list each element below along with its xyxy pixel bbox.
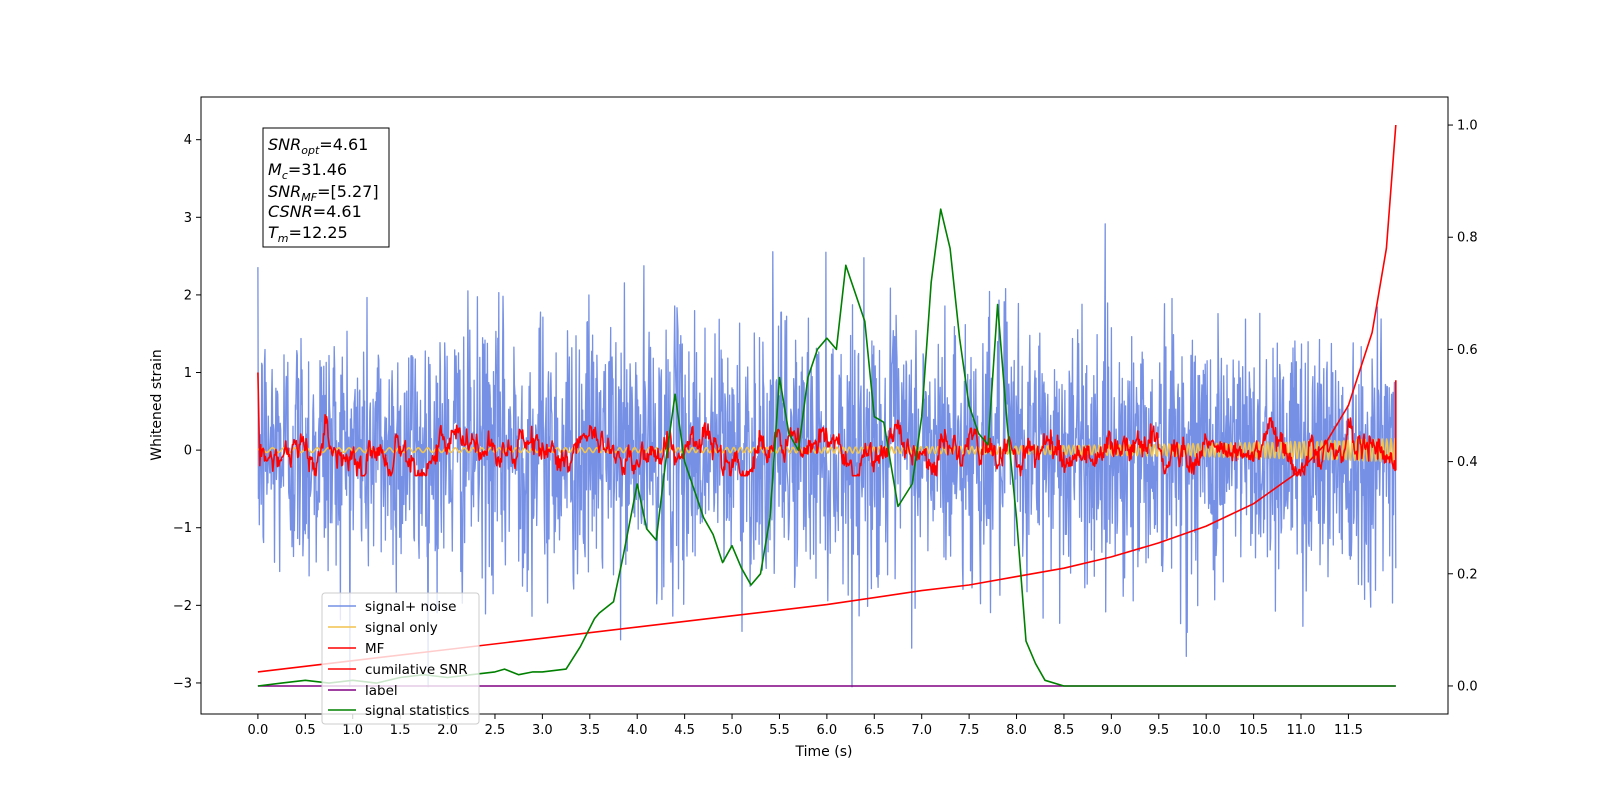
- y-tick-left-label: 0: [184, 444, 192, 459]
- legend-entry-cumilative-snr: cumilative SNR: [328, 662, 468, 678]
- x-tick-label: 10.5: [1239, 723, 1268, 738]
- y-tick-right-label: 0.8: [1457, 231, 1478, 246]
- annotation-snr-mf: SNRMF=[5.27]: [268, 182, 379, 204]
- y-tick-left-label: 3: [184, 211, 192, 226]
- series-line-cumilative-snr: [257, 124, 1397, 673]
- x-tick-label: 6.5: [864, 723, 885, 738]
- x-tick-label: 11.0: [1287, 723, 1316, 738]
- x-tick-label: 4.0: [627, 723, 648, 738]
- y-tick-left-label: 4: [184, 133, 192, 148]
- x-tick-label: 4.5: [674, 723, 695, 738]
- legend-label: MF: [365, 641, 384, 657]
- annotation-csnr: CSNR=4.61: [268, 202, 362, 221]
- legend-label: label: [365, 683, 398, 699]
- y-tick-left-label: −2: [173, 599, 192, 614]
- x-tick-label: 8.0: [1006, 723, 1027, 738]
- y-tick-left-label: 1: [184, 366, 192, 381]
- plot-series-layer: [257, 124, 1397, 688]
- legend-frame: [321, 592, 480, 725]
- x-tick-label: 0.0: [248, 723, 269, 738]
- y-tick-right-label: 0.6: [1457, 343, 1478, 358]
- legend-entry-signal-statistics: signal statistics: [328, 703, 469, 719]
- y-tick-right-label: 0.4: [1457, 455, 1478, 470]
- y-tick-right-label: 1.0: [1457, 119, 1478, 134]
- x-axis-label: Time (s): [795, 744, 853, 760]
- legend-label: signal statistics: [365, 703, 469, 719]
- series-line-mf: [257, 372, 1397, 477]
- x-tick-label: 5.5: [769, 723, 790, 738]
- legend-label: signal only: [365, 620, 438, 636]
- x-tick-label: 3.5: [579, 723, 600, 738]
- legend-entry-signal-only: signal only: [328, 620, 438, 636]
- y-tick-left-label: −1: [173, 521, 192, 536]
- axes-ticks: 0.0 0.5 1.0 1.5 2.0 2.5 3.0 3.5 4.0 4.5 5.0 5.5 6.0 6…: [173, 119, 1478, 738]
- legend-entry-signal-noise: signal+ noise: [328, 599, 456, 615]
- y-tick-left-label: −3: [173, 676, 192, 691]
- y-tick-right-label: 0.2: [1457, 567, 1478, 582]
- x-tick-label: 11.5: [1334, 723, 1363, 738]
- legend-label: signal+ noise: [365, 599, 456, 615]
- x-tick-label: 2.5: [485, 723, 506, 738]
- series-line-signal-noise: [257, 223, 1397, 688]
- x-tick-label: 8.5: [1054, 723, 1075, 738]
- legend-label: cumilative SNR: [365, 662, 468, 678]
- legend-entry-label: label: [328, 683, 398, 699]
- legend-entry-mf: MF: [328, 641, 384, 657]
- annotation-tm: Tm=12.25: [268, 223, 348, 245]
- x-tick-label: 3.0: [532, 723, 553, 738]
- x-tick-label: 1.5: [390, 723, 411, 738]
- x-tick-label: 9.0: [1101, 723, 1122, 738]
- x-tick-label: 7.0: [911, 723, 932, 738]
- x-tick-label: 9.5: [1148, 723, 1169, 738]
- legend: signal+ noise signal only MF cumilative …: [321, 592, 480, 725]
- y-axis-label: Whitened strain: [149, 349, 165, 460]
- x-tick-label: 7.5: [959, 723, 980, 738]
- annotation-box: SNRopt=4.61 Mc=31.46 SNRMF=[5.27] CSNR=4…: [262, 127, 390, 248]
- y-tick-left-label: 2: [184, 288, 192, 303]
- annotation-mc: Mc=31.46: [268, 160, 347, 182]
- x-tick-label: 1.0: [342, 723, 363, 738]
- plot-frame: [200, 96, 1449, 715]
- series-line-signal-statistics: [257, 208, 1396, 687]
- x-tick-label: 5.0: [722, 723, 743, 738]
- x-tick-label: 0.5: [295, 723, 316, 738]
- x-tick-label: 6.0: [817, 723, 838, 738]
- x-tick-label: 2.0: [437, 723, 458, 738]
- x-tick-label: 10.0: [1192, 723, 1221, 738]
- y-tick-right-label: 0.0: [1457, 679, 1478, 694]
- annotation-snr-opt: SNRopt=4.61: [268, 135, 368, 157]
